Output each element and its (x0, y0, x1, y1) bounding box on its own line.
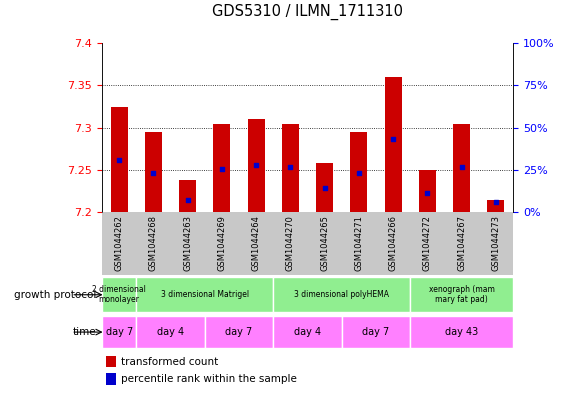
Bar (213, 123, 230, 212)
Bar (102, 316, 136, 348)
Text: day 43: day 43 (445, 327, 478, 337)
Point (388, 136, 398, 142)
Text: GSM1044266: GSM1044266 (389, 215, 398, 271)
Point (149, 170, 158, 176)
Text: transformed count: transformed count (121, 356, 218, 367)
Bar (248, 119, 265, 212)
Bar (136, 277, 273, 312)
Point (114, 157, 124, 163)
Text: 3 dimensional polyHEMA: 3 dimensional polyHEMA (294, 290, 389, 299)
Text: GSM1044273: GSM1044273 (491, 215, 500, 271)
Text: GDS5310 / ILMN_1711310: GDS5310 / ILMN_1711310 (212, 4, 403, 20)
Bar (205, 316, 273, 348)
Point (217, 166, 227, 172)
Text: GSM1044270: GSM1044270 (286, 215, 295, 271)
Text: GSM1044265: GSM1044265 (320, 215, 329, 271)
Bar (282, 123, 299, 212)
Text: GSM1044264: GSM1044264 (252, 215, 261, 271)
Text: day 7: day 7 (226, 327, 252, 337)
Bar (453, 123, 470, 212)
Point (423, 190, 432, 196)
Text: xenograph (mam
mary fat pad): xenograph (mam mary fat pad) (429, 285, 494, 305)
Bar (111, 107, 128, 212)
Bar (273, 277, 410, 312)
Bar (106, 356, 117, 367)
Point (251, 162, 261, 168)
Text: day 4: day 4 (157, 327, 184, 337)
Point (183, 196, 192, 203)
Text: day 4: day 4 (294, 327, 321, 337)
Bar (385, 77, 402, 212)
Bar (136, 316, 205, 348)
Text: day 7: day 7 (106, 327, 133, 337)
Bar (419, 170, 436, 212)
Text: GSM1044262: GSM1044262 (115, 215, 124, 271)
Text: GSM1044267: GSM1044267 (457, 215, 466, 271)
Bar (145, 132, 162, 212)
Text: 3 dimensional Matrigel: 3 dimensional Matrigel (161, 290, 249, 299)
Text: GSM1044272: GSM1044272 (423, 215, 432, 271)
Point (354, 170, 364, 176)
Point (457, 164, 466, 171)
Bar (410, 277, 513, 312)
Text: GSM1044263: GSM1044263 (183, 215, 192, 271)
Bar (106, 373, 117, 385)
Bar (273, 316, 342, 348)
Text: percentile rank within the sample: percentile rank within the sample (121, 374, 296, 384)
Bar (316, 163, 333, 212)
Bar (342, 316, 410, 348)
Text: GSM1044268: GSM1044268 (149, 215, 158, 271)
Bar (410, 316, 513, 348)
Bar (179, 180, 196, 212)
Text: GSM1044269: GSM1044269 (217, 215, 226, 271)
Bar (350, 132, 367, 212)
Text: growth protocol: growth protocol (14, 290, 96, 300)
Text: GSM1044271: GSM1044271 (354, 215, 363, 271)
Bar (487, 200, 504, 212)
Bar (102, 277, 136, 312)
Point (491, 199, 501, 205)
Text: 2 dimensional
monolayer: 2 dimensional monolayer (92, 285, 146, 305)
Point (286, 164, 295, 171)
Text: day 7: day 7 (363, 327, 389, 337)
Text: time: time (72, 327, 96, 337)
Point (320, 185, 329, 191)
